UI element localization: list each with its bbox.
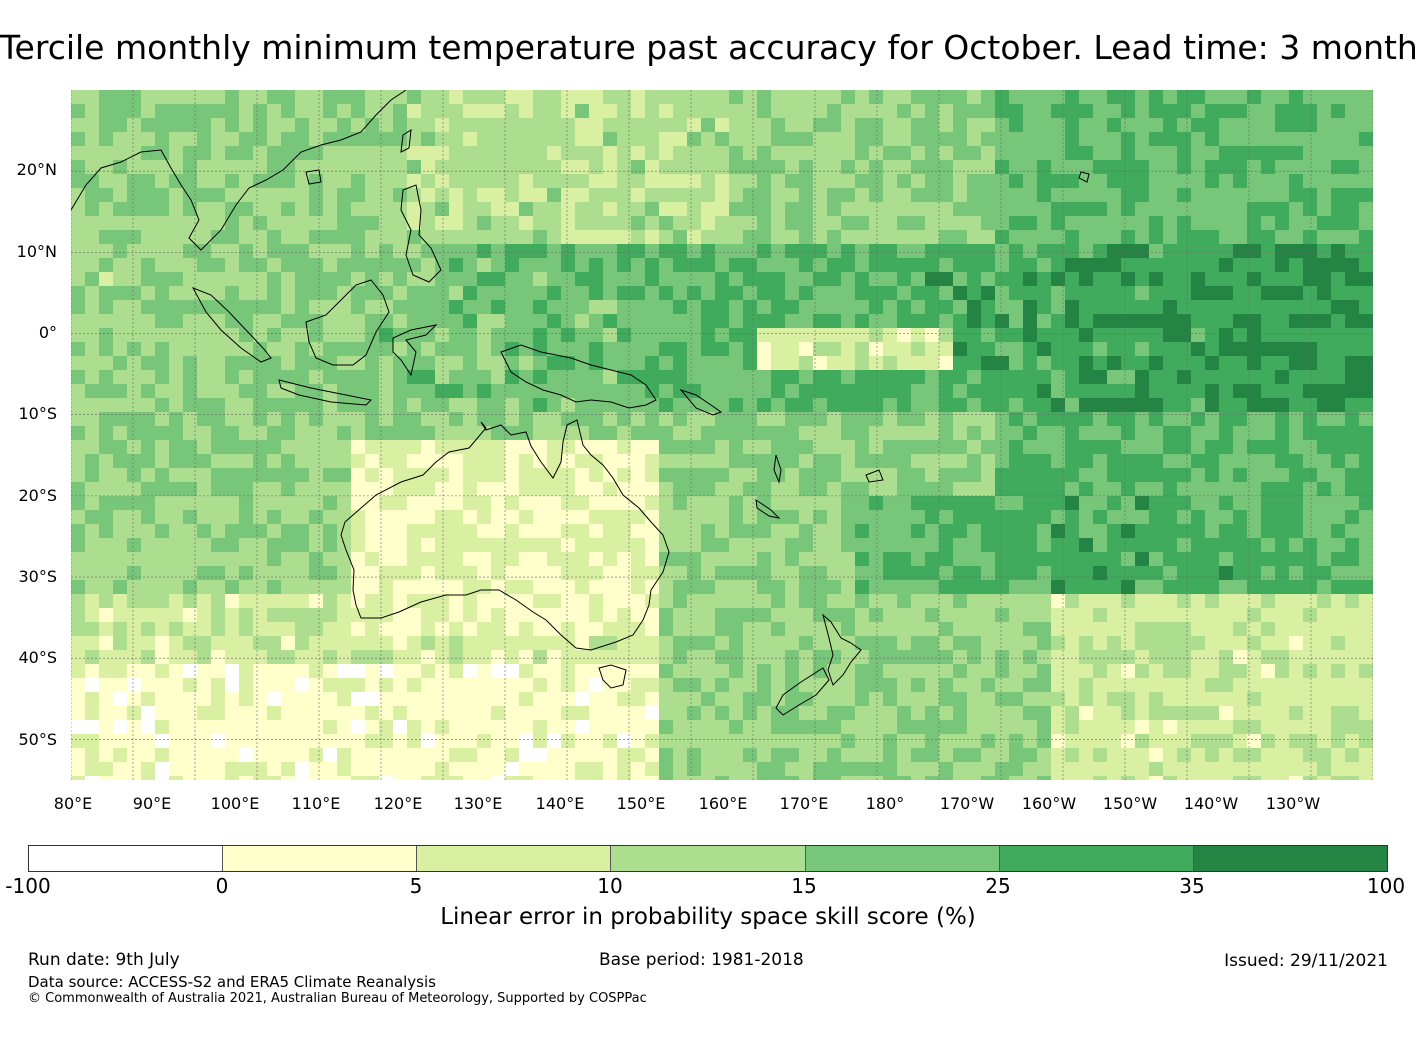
colorbar-tick: 15 [791, 874, 817, 898]
lat-label-10s: 10°S [18, 404, 57, 423]
colorbar-tick: 100 [1366, 874, 1406, 898]
colorbar-tick: 0 [215, 874, 229, 898]
lon-label-130e: 130°E [453, 794, 503, 813]
lon-label-160w: 160°W [1021, 794, 1077, 813]
lat-label-20n: 20°N [16, 160, 57, 179]
skill-score-map [71, 90, 1373, 780]
lon-label-160e: 160°E [698, 794, 748, 813]
lat-label-40s: 40°S [18, 648, 57, 667]
taiwan-coastline [400, 129, 412, 153]
colorbar-label: Linear error in probability space skill … [440, 904, 976, 930]
lat-label-20s: 20°S [18, 486, 57, 505]
java-coastline [278, 379, 373, 406]
lon-label-120e: 120°E [373, 794, 423, 813]
colorbar-segment [999, 846, 1194, 871]
solomon-islands-coastline [679, 388, 723, 416]
sumatra-coastline [191, 287, 272, 363]
lat-label-10n: 10°N [16, 242, 57, 261]
colorbar-segment [611, 846, 806, 871]
borneo-coastline [305, 279, 390, 366]
lon-label-110e: 110°E [291, 794, 341, 813]
colorbar-tick: 25 [985, 874, 1011, 898]
australia-coastline [340, 419, 670, 651]
new-zealand-north-coastline [822, 613, 862, 686]
mainland-asia-coastline [71, 90, 407, 251]
colorbar-tick: -100 [5, 874, 51, 898]
map-title: Tercile monthly minimum temperature past… [0, 28, 1416, 67]
lon-label-170e: 170°E [779, 794, 829, 813]
lon-label-140e: 140°E [535, 794, 585, 813]
lon-label-140w: 140°W [1183, 794, 1239, 813]
fiji-coastline [865, 469, 884, 483]
philippines-coastline [400, 184, 442, 283]
new-caledonia-coastline [755, 498, 781, 519]
colorbar-tick: 10 [597, 874, 623, 898]
colorbar [28, 845, 1388, 872]
hainan-coastline [305, 169, 322, 185]
colorbar-segment [223, 846, 418, 871]
lat-lon-gridlines [71, 90, 1373, 780]
lon-label-180: 180° [865, 794, 905, 813]
lat-label-50s: 50°S [18, 730, 57, 749]
lon-label-100e: 100°E [210, 794, 260, 813]
run-date: Run date: 9th July [28, 950, 180, 970]
colorbar-segment [29, 846, 224, 871]
lon-label-90e: 90°E [132, 794, 172, 813]
colorbar-segment [805, 846, 1000, 871]
base-period: Base period: 1981-2018 [599, 950, 804, 970]
issued-date: Issued: 29/11/2021 [1224, 951, 1388, 971]
colorbar-segment [1193, 846, 1387, 871]
vanuatu-coastline [773, 454, 782, 484]
colorbar-tick: 5 [409, 874, 423, 898]
new-guinea-coastline [500, 344, 657, 409]
sulawesi-coastline [392, 324, 438, 377]
lon-label-130w: 130°W [1265, 794, 1321, 813]
copyright: © Commonwealth of Australia 2021, Austra… [28, 991, 647, 1006]
colorbar-segment [417, 846, 612, 871]
lon-label-80e: 80°E [53, 794, 93, 813]
lon-label-150e: 150°E [616, 794, 666, 813]
hawaii-coastline [1078, 171, 1090, 183]
colorbar-tick: 35 [1179, 874, 1205, 898]
tasmania-coastline [598, 664, 627, 689]
lat-label-30s: 30°S [18, 567, 57, 586]
skill-score-grid [71, 90, 1373, 780]
new-zealand-south-coastline [775, 667, 830, 716]
lon-label-170w: 170°W [939, 794, 995, 813]
data-source: Data source: ACCESS-S2 and ERA5 Climate … [28, 973, 436, 991]
lat-label-0: 0° [38, 323, 57, 342]
coastlines [71, 90, 1090, 716]
lon-label-150w: 150°W [1102, 794, 1158, 813]
